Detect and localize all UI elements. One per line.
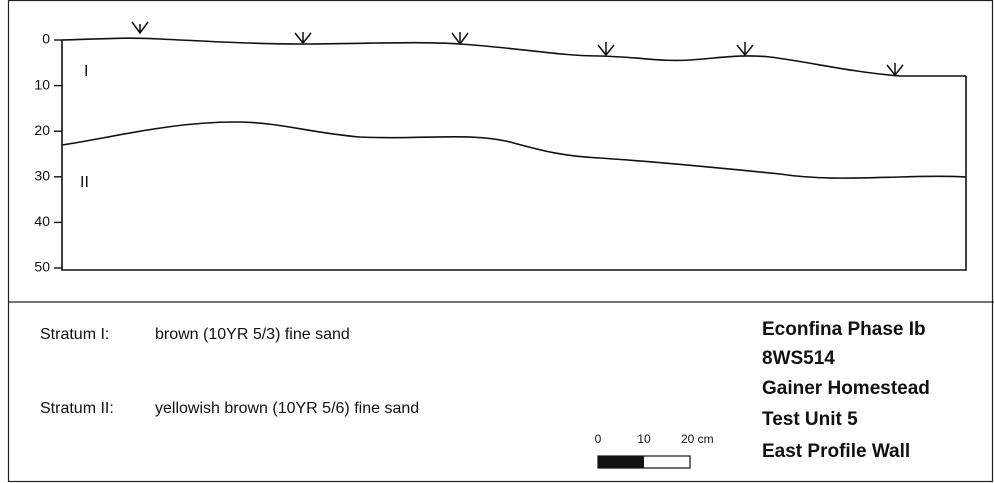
title-line: Econfina Phase Ib	[762, 319, 926, 340]
title-line: Gainer Homestead	[762, 378, 930, 399]
scale-label: 10	[637, 432, 651, 446]
title-line: Test Unit 5	[762, 409, 858, 430]
scale-bar-fill	[598, 456, 644, 468]
depth-label: 20	[34, 122, 50, 138]
vegetation-symbols	[131, 21, 904, 77]
scale-label: 20 cm	[681, 432, 714, 446]
legend-description: brown (10YR 5/3) fine sand	[155, 326, 350, 343]
title-block: Econfina Phase Ib 8WS514 Gainer Homestea…	[762, 319, 930, 462]
stratum-label: II	[80, 174, 89, 191]
stratum-boundary	[61, 121, 967, 179]
depth-label: 50	[34, 259, 50, 275]
depth-label: 0	[42, 31, 50, 47]
depth-label: 30	[34, 168, 50, 184]
legend-label: Stratum II:	[40, 400, 114, 417]
title-line: East Profile Wall	[762, 441, 910, 462]
stratum-label: I	[84, 63, 88, 80]
ground-surface	[61, 37, 966, 77]
depth-label: 10	[34, 76, 50, 92]
frame	[7, 0, 994, 483]
scale-label: 0	[595, 432, 602, 446]
legend-label: Stratum I:	[40, 326, 109, 343]
depth-label: 40	[34, 213, 50, 229]
title-line: 8WS514	[762, 348, 835, 369]
legend-description: yellowish brown (10YR 5/6) fine sand	[155, 400, 419, 417]
profile-box	[61, 40, 967, 271]
